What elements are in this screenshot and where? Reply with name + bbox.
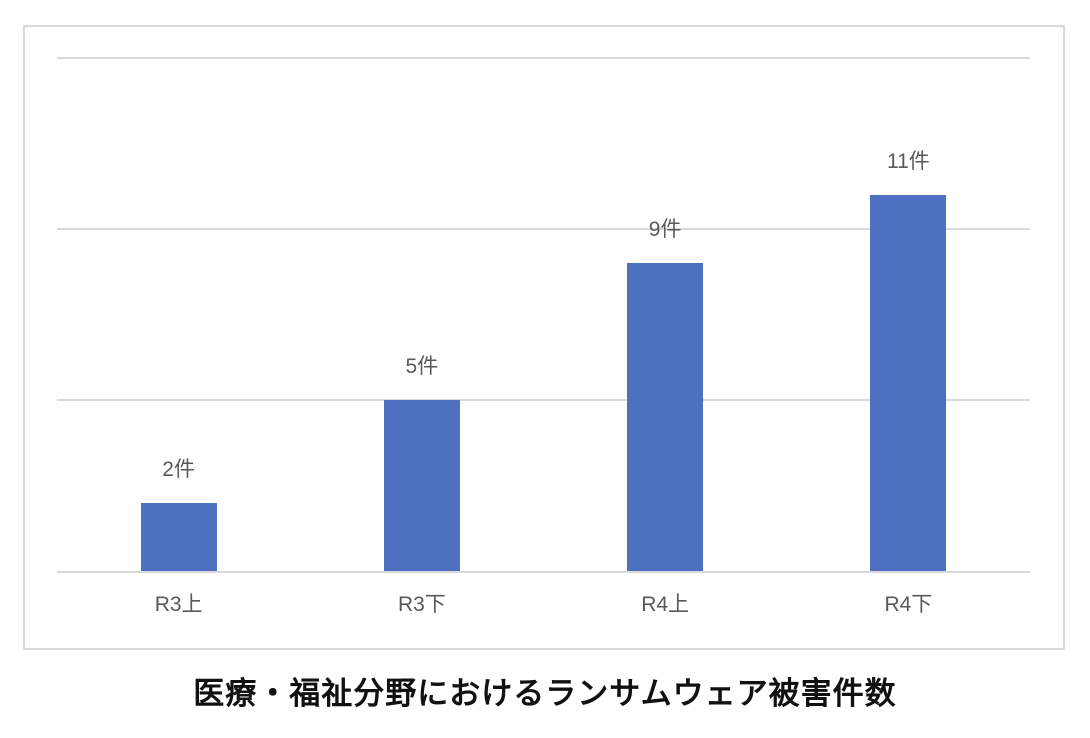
bar-slot-R3下: 5件: [300, 58, 543, 571]
bar-R4上: [627, 263, 704, 571]
chart-plot-box: 2件 5件 9件 11件 R3上 R3下 R4上 R4下: [23, 25, 1065, 650]
category-label-R3下: R3下: [397, 593, 446, 616]
bar-slot-R4上: 9件: [544, 58, 787, 571]
bar-slot-R4下: 11件: [787, 58, 1030, 571]
gridline-10: [57, 228, 1030, 230]
category-axis-labels: R3上 R3下 R4上 R4下: [57, 588, 1030, 618]
bar-value-label-R3上: 2件: [162, 457, 195, 481]
bar-value-label-R3下: 5件: [405, 355, 439, 378]
bar-slot-R3上: 2件: [57, 58, 300, 571]
bar-value-label-R4下: 11件: [886, 149, 930, 173]
category-label-R3上: R3上: [154, 593, 203, 616]
bar-R4下: [870, 194, 947, 571]
bar-R3上: [140, 502, 217, 571]
plot-area: 2件 5件 9件 11件: [57, 57, 1030, 573]
bar-R3下: [383, 400, 460, 571]
gridline-15: [57, 57, 1030, 59]
category-label-R4下: R4下: [884, 593, 933, 616]
category-label-R4上: R4上: [641, 593, 690, 616]
bars-layer: 2件 5件 9件 11件: [57, 58, 1030, 571]
bar-value-label-R4上: 9件: [648, 218, 682, 242]
gridline-5: [57, 399, 1030, 401]
chart-title: 医療・福祉分野におけるランサムウェア被害件数: [193, 676, 897, 711]
x-axis-line: [57, 571, 1030, 573]
